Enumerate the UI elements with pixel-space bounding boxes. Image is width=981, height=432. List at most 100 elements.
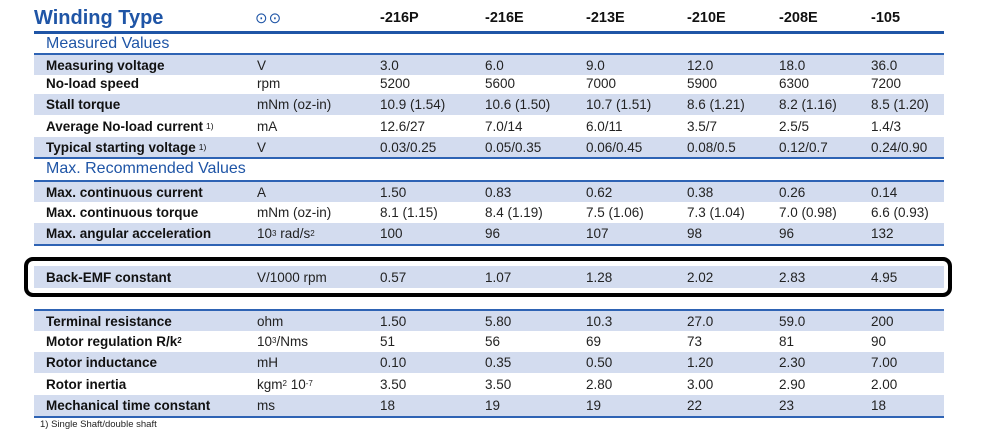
row-value: 2.30 [779, 355, 806, 370]
row-value: 7.0 (0.98) [779, 204, 837, 220]
row-unit: A [257, 182, 266, 202]
row-value: 73 [687, 333, 703, 349]
double-shaft-symbol-icon: ⊙⊙ [255, 10, 283, 27]
row-value: 69 [586, 333, 602, 349]
row-label: Back-EMF constant [46, 266, 174, 288]
row-label-text: No-load speed [46, 75, 140, 91]
unit-text: V [257, 139, 267, 155]
table-row: Max. angular acceleration 10 3 rad/s 2 100 96… [34, 223, 944, 246]
row-label: Measuring voltage [46, 55, 168, 75]
row-value: 100 [380, 226, 403, 241]
row-value: 1.50 [380, 184, 407, 200]
back-emf-highlight-frame [24, 257, 952, 297]
row-value: 81 [779, 333, 795, 349]
row-value: 7.5 (1.06) [586, 204, 644, 220]
row-value: 7000 [586, 75, 617, 91]
column-header: -213E [586, 10, 625, 26]
row-value: 5600 [485, 75, 516, 91]
row-value: 2.90 [779, 376, 806, 392]
row-value: 0.35 [485, 355, 512, 370]
row-unit: kgm 2 10 -7 [257, 376, 313, 392]
row-value: 90 [871, 333, 887, 349]
row-unit: ms [257, 395, 275, 416]
row-value: 8.5 (1.20) [871, 97, 929, 112]
column-header: -216P [380, 10, 419, 26]
row-value: 1.4/3 [871, 118, 902, 134]
table-row: Measuring voltage V 3.0 6.0 9.0 12.0 18.0 36.0 [34, 53, 944, 75]
row-value: 1.20 [687, 355, 714, 370]
row-value: 56 [485, 333, 501, 349]
row-label-text: Rotor inertia [46, 376, 127, 392]
unit-text: 10 [257, 333, 273, 349]
footnote-ref: 1) [198, 142, 207, 152]
row-value: 18 [871, 398, 887, 413]
row-label: Typical starting voltage 1) [46, 137, 206, 157]
unit-text: 10 [286, 376, 306, 392]
row-label: Motor regulation R/k 2 [46, 333, 182, 349]
row-value: 8.4 (1.19) [485, 204, 543, 220]
table-row: Mechanical time constant ms 18 19 19 22 23 18 [34, 395, 944, 418]
unit-text: ms [257, 398, 275, 413]
row-value: 8.2 (1.16) [779, 97, 837, 112]
row-value: 10.7 (1.51) [586, 97, 652, 112]
row-value: 9.0 [586, 57, 605, 73]
row-value: 98 [687, 226, 703, 241]
row-value: 8.1 (1.15) [380, 204, 438, 220]
row-label-text: Stall torque [46, 97, 121, 112]
row-value: 3.50 [380, 376, 407, 392]
row-label: Max. angular acceleration [46, 223, 214, 244]
row-label-text: Terminal resistance [46, 313, 172, 329]
table-row: Max. continuous torque mNm (oz-in) 8.1 (1.… [34, 201, 944, 223]
row-value: 5.80 [485, 313, 512, 329]
section-title: Measured Values [46, 35, 170, 52]
row-value: 0.10 [380, 355, 407, 370]
table-header: Winding Type ⊙⊙ -216P -216E -213E -210E … [34, 5, 944, 34]
table-row: Typical starting voltage 1) V 0.03/0.25 0.05… [34, 137, 944, 159]
row-label: Max. continuous torque [46, 201, 201, 223]
row-value: 0.14 [871, 184, 898, 200]
row-label-text: Max. continuous current [46, 184, 203, 200]
row-unit: mA [257, 115, 277, 137]
table-row: Terminal resistance ohm 1.50 5.80 10.3 27.0 59… [34, 309, 944, 331]
table-row: No-load speed rpm 5200 5600 7000 5900 6300 7200 [34, 73, 944, 93]
row-value: 2.5/5 [779, 118, 810, 134]
row-value: 2.83 [779, 269, 806, 285]
table-row: Average No-load current 1) mA 12.6/27 7.0/14… [34, 115, 944, 137]
row-unit: V/1000 rpm [257, 266, 327, 288]
row-label: Max. continuous current [46, 182, 206, 202]
row-value: 1.50 [380, 313, 407, 329]
row-value: 59.0 [779, 313, 806, 329]
row-value: 19 [485, 398, 501, 413]
unit-text: V [257, 57, 267, 73]
row-value: 0.08/0.5 [687, 139, 736, 155]
row-value: 6.6 (0.93) [871, 204, 929, 220]
unit-text: mA [257, 118, 278, 134]
row-value: 5900 [687, 75, 718, 91]
row-value: 2.00 [871, 376, 898, 392]
column-header: -208E [779, 10, 818, 26]
row-value: 23 [779, 398, 795, 413]
row-unit: ohm [257, 311, 283, 331]
row-value: 12.6/27 [380, 118, 426, 134]
unit-text: kgm [257, 376, 283, 392]
row-label-text: Max. angular acceleration [46, 226, 212, 241]
row-value: 10.6 (1.50) [485, 97, 551, 112]
table-row: Motor regulation R/k 2 10 3/Nms 51 56 69 73 81 90 [34, 330, 944, 352]
row-value: 51 [380, 333, 396, 349]
row-value: 1.07 [485, 269, 512, 285]
row-value: 7200 [871, 75, 902, 91]
row-value: 0.62 [586, 184, 613, 200]
row-unit: mNm (oz-in) [257, 94, 331, 115]
row-label-text: Average No-load current [46, 118, 204, 134]
unit-text: A [257, 184, 267, 200]
column-header: -216E [485, 10, 524, 26]
row-value: 10.9 (1.54) [380, 97, 446, 112]
row-value: 27.0 [687, 313, 714, 329]
row-label: Rotor inductance [46, 352, 160, 373]
unit-text: mNm (oz-in) [257, 97, 332, 112]
footnote-ref: 1) [206, 121, 214, 131]
section-max-recommended: Max. Recommended Values [34, 159, 944, 179]
unit-text: /Nms [276, 333, 308, 349]
row-label-text: Motor regulation R/k [46, 333, 178, 349]
row-value: 22 [687, 398, 703, 413]
